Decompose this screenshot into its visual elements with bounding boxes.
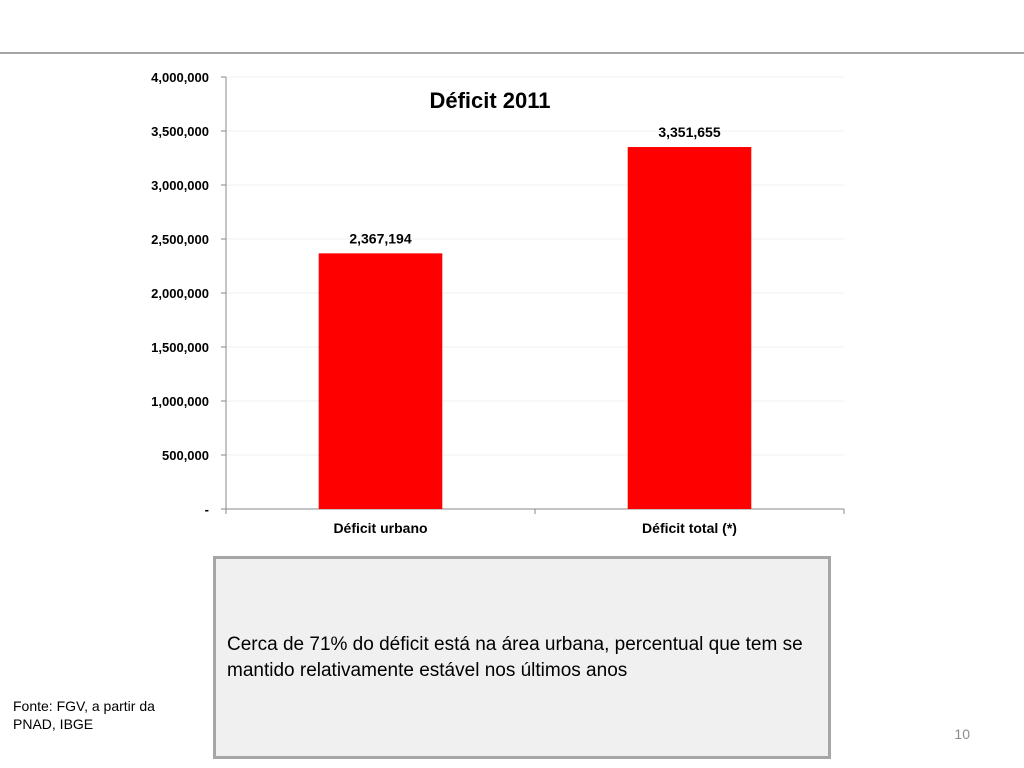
x-tick-label: Déficit total (*) (642, 520, 737, 536)
y-tick-label: 1,000,000 (151, 394, 209, 409)
y-tick-label: 2,500,000 (151, 232, 209, 247)
deficit-bar-chart: - 500,000 1,000,000 1,500,000 2,000,000 2,500… (0, 0, 1024, 560)
y-tick-label: 500,000 (162, 448, 209, 463)
y-tick-label: 3,500,000 (151, 124, 209, 139)
note-text: Cerca de 71% do déficit está na área urb… (227, 632, 827, 684)
chart-title: Déficit 2011 (429, 88, 550, 113)
x-tick-label: Déficit urbano (333, 520, 427, 536)
y-tick-label: - (205, 502, 209, 517)
note-box: Cerca de 71% do déficit está na área urb… (213, 556, 831, 759)
bar (319, 253, 443, 509)
y-tick-label: 4,000,000 (151, 70, 209, 85)
data-label: 2,367,194 (349, 230, 411, 246)
y-tick-label: 3,000,000 (151, 178, 209, 193)
source-note: Fonte: FGV, a partir da PNAD, IBGE (13, 697, 193, 733)
page-number: 10 (930, 726, 970, 742)
y-tick-label: 1,500,000 (151, 340, 209, 355)
data-label: 3,351,655 (658, 124, 720, 140)
bar (628, 147, 752, 509)
y-tick-label: 2,000,000 (151, 286, 209, 301)
